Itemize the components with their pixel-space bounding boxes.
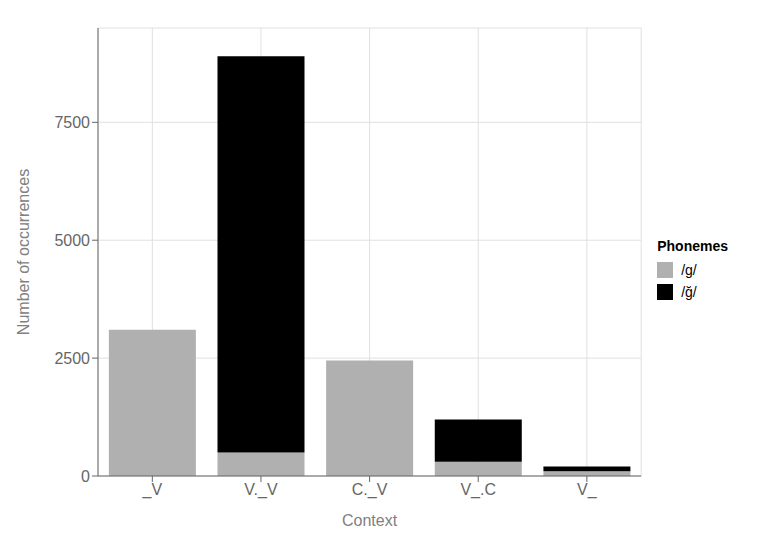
svg-text:V._V: V._V [244,481,278,499]
svg-text:0: 0 [81,468,90,485]
svg-text:_V: _V [142,481,163,499]
svg-text:7500: 7500 [54,114,90,131]
svg-text:Number of occurrences: Number of occurrences [15,169,32,335]
svg-text:V_: V_ [577,481,598,499]
html-text:Phonemes: Phonemes [657,238,728,254]
html-text:/g/: /g/ [681,262,697,278]
svg-text:V_.C: V_.C [460,481,496,499]
svg-text:5000: 5000 [54,232,90,249]
svg-text:C._V: C._V [352,481,388,499]
svg-text:Context: Context [342,512,398,529]
html-text:/ğ/: /ğ/ [681,284,697,300]
svg-text:2500: 2500 [54,350,90,367]
